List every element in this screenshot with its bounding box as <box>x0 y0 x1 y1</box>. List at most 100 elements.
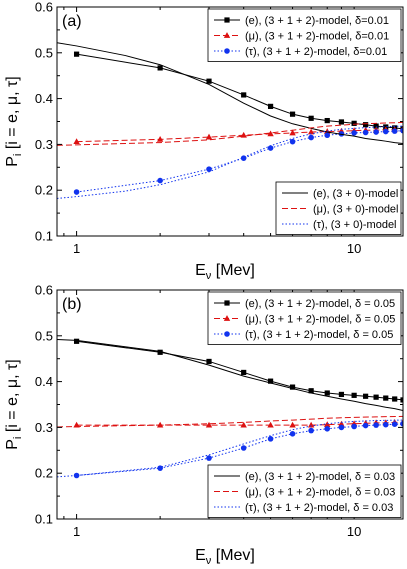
series-line-5 <box>57 125 403 199</box>
legend-entry: (μ), (3 + 1 + 2)-model, δ = 0.05 <box>245 314 395 326</box>
x-tick-label: 1 <box>73 524 80 539</box>
plot-area <box>57 338 403 479</box>
data-point <box>392 396 398 402</box>
data-point <box>156 135 164 142</box>
series-line-4 <box>57 415 403 428</box>
data-point <box>206 455 212 461</box>
data-point <box>308 388 314 394</box>
data-point <box>240 445 247 451</box>
legend-box <box>207 464 402 518</box>
data-point <box>324 132 331 139</box>
data-point <box>289 421 296 428</box>
data-point <box>157 65 163 71</box>
y-tick-label: 0.1 <box>35 512 53 527</box>
legend-bottom: (e), (3 + 0)-model (μ), (3 + 0)-model (τ),… <box>275 181 402 235</box>
data-point <box>373 129 379 135</box>
legend-top: (e), (3 + 1 + 2)-model, δ=0.01 (μ), (3 + … <box>207 8 402 62</box>
data-point <box>73 189 80 195</box>
legend-entry: (e), (3 + 1 + 2)-model, δ = 0.03 <box>245 471 395 483</box>
data-point <box>338 119 345 125</box>
legend-entry: (e), (3 + 1 + 2)-model, δ = 0.05 <box>245 298 395 310</box>
data-point <box>73 51 80 57</box>
series-line-4 <box>57 121 403 146</box>
y-tick-label: 0.2 <box>35 466 53 481</box>
legend-entry: (e), (3 + 1 + 2)-model, δ=0.01 <box>245 15 389 27</box>
y-tick-label: 0.3 <box>35 420 53 435</box>
data-point <box>338 424 345 431</box>
panel-label: (a) <box>62 13 82 30</box>
data-point <box>267 421 274 428</box>
data-point <box>241 369 247 376</box>
x-axis-label: Eν [Mev] <box>195 547 255 567</box>
data-point <box>338 391 345 398</box>
data-point <box>308 115 314 121</box>
legend-entry: (e), (3 + 0)-model <box>313 188 398 200</box>
data-point <box>267 378 274 384</box>
data-point <box>382 128 389 135</box>
data-point <box>324 425 331 432</box>
data-point <box>267 130 274 137</box>
legend-entry: (τ), (3 + 1 + 2)-model, δ = 0.05 <box>245 329 393 341</box>
y-tick-label: 0.3 <box>35 137 53 152</box>
data-point <box>373 123 379 129</box>
data-point <box>400 397 403 403</box>
y-tick-label: 0.4 <box>35 374 53 389</box>
data-point <box>383 395 389 401</box>
data-point <box>289 111 296 117</box>
data-point <box>267 103 274 109</box>
data-point <box>289 431 296 437</box>
legend-marker <box>223 32 231 38</box>
data-point <box>400 420 403 427</box>
data-point <box>289 384 296 390</box>
legend-entry: (μ), (3 + 1 + 2)-model, δ = 0.03 <box>245 487 395 499</box>
series-line-3 <box>57 338 403 411</box>
data-point <box>308 134 314 141</box>
data-point <box>73 338 80 344</box>
legend-entry: (μ), (3 + 0)-model <box>313 204 399 216</box>
y-tick-label: 0.4 <box>35 91 53 106</box>
data-point <box>391 128 398 134</box>
data-point <box>205 421 213 428</box>
x-tick-label: 10 <box>347 241 361 256</box>
x-tick-label: 10 <box>347 524 361 539</box>
data-point <box>351 130 357 136</box>
y-tick-label: 0.5 <box>35 45 53 60</box>
data-point <box>362 422 369 429</box>
legend-bottom: (e), (3 + 1 + 2)-model, δ = 0.03 (μ), (3 … <box>207 464 402 518</box>
y-axis-label: Pi [i = e, μ, τ] <box>4 359 24 449</box>
y-tick-label: 0.6 <box>35 0 53 15</box>
data-point <box>351 392 357 398</box>
data-point <box>267 145 274 151</box>
data-point <box>206 358 212 365</box>
legend-marker <box>224 331 230 337</box>
plot-area <box>57 42 403 199</box>
data-point <box>241 92 247 98</box>
y-axis-label: Pi [i = e, μ, τ] <box>4 76 24 166</box>
data-point <box>157 177 163 184</box>
series-line-0 <box>76 340 403 401</box>
y-tick-label: 0.5 <box>35 328 53 343</box>
data-point <box>206 166 212 172</box>
legend-marker <box>224 300 230 306</box>
legend-entry: (τ), (3 + 1 + 2)-model, δ = 0.03 <box>245 502 393 514</box>
legend-entry: (τ), (3 + 1 + 2)-model, δ=0.01 <box>245 46 387 58</box>
data-point <box>324 117 330 124</box>
x-tick-label: 1 <box>73 241 80 256</box>
data-point <box>206 78 212 84</box>
data-point <box>289 129 296 136</box>
legend-entry: (τ), (3 + 0)-model <box>313 219 397 231</box>
legend-box <box>207 8 402 62</box>
data-point <box>324 421 331 428</box>
data-point <box>373 422 379 428</box>
legend-marker <box>224 17 230 23</box>
data-point <box>240 421 247 428</box>
data-point <box>351 120 357 126</box>
data-point <box>73 138 80 145</box>
data-point <box>307 128 315 135</box>
legend-box <box>207 291 402 345</box>
data-point <box>363 122 369 128</box>
y-tick-label: 0.6 <box>35 283 53 298</box>
data-point <box>362 129 369 136</box>
data-point <box>157 465 163 471</box>
